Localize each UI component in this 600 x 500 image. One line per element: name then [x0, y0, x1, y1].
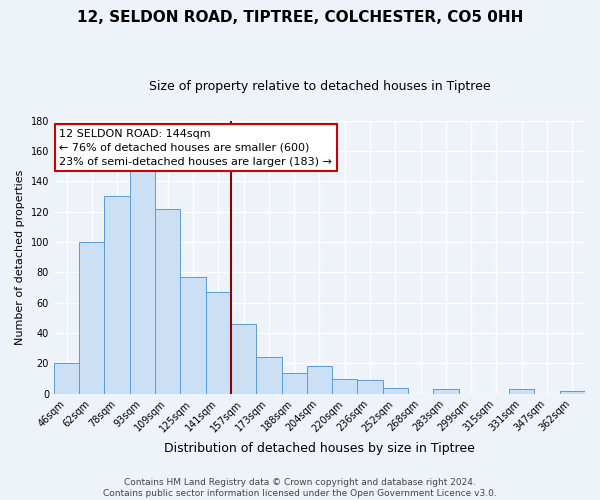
Bar	[104, 196, 130, 394]
Text: Contains HM Land Registry data © Crown copyright and database right 2024.
Contai: Contains HM Land Registry data © Crown c…	[103, 478, 497, 498]
Bar	[560, 391, 585, 394]
Bar	[256, 358, 281, 394]
Bar	[181, 277, 206, 394]
Text: 12, SELDON ROAD, TIPTREE, COLCHESTER, CO5 0HH: 12, SELDON ROAD, TIPTREE, COLCHESTER, CO…	[77, 10, 523, 25]
Bar	[79, 242, 104, 394]
Bar	[206, 292, 231, 394]
Y-axis label: Number of detached properties: Number of detached properties	[15, 170, 25, 345]
Text: 12 SELDON ROAD: 144sqm
← 76% of detached houses are smaller (600)
23% of semi-de: 12 SELDON ROAD: 144sqm ← 76% of detached…	[59, 129, 332, 167]
Bar	[307, 366, 332, 394]
Bar	[54, 364, 79, 394]
Bar	[509, 389, 535, 394]
Bar	[130, 170, 155, 394]
Bar	[155, 208, 181, 394]
Bar	[358, 380, 383, 394]
Bar	[231, 324, 256, 394]
Bar	[433, 389, 458, 394]
Bar	[383, 388, 408, 394]
Bar	[332, 378, 358, 394]
X-axis label: Distribution of detached houses by size in Tiptree: Distribution of detached houses by size …	[164, 442, 475, 455]
Title: Size of property relative to detached houses in Tiptree: Size of property relative to detached ho…	[149, 80, 490, 93]
Bar	[281, 372, 307, 394]
